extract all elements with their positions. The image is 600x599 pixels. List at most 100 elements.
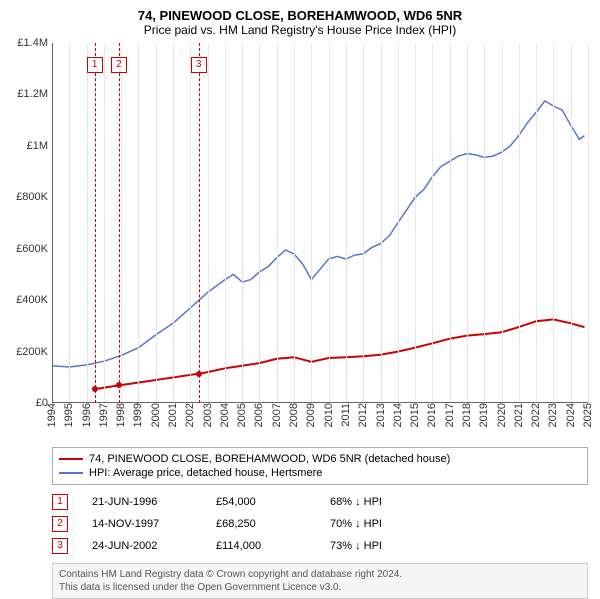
legend-swatch: [59, 472, 83, 474]
sale-price: £54,000: [216, 496, 306, 508]
gridline-v: [519, 43, 520, 403]
x-tick-label: 2004: [219, 403, 231, 427]
gridline-v: [311, 43, 312, 403]
sales-table: 121-JUN-1996£54,00068% ↓ HPI214-NOV-1997…: [52, 491, 588, 557]
x-tick-label: 2006: [253, 403, 265, 427]
gridline-v: [259, 43, 260, 403]
x-axis-labels: 1994199519961997199819992000200120022003…: [52, 403, 588, 441]
x-tick-label: 2005: [236, 403, 248, 427]
x-tick-label: 1995: [63, 403, 75, 427]
gridline-v: [381, 43, 382, 403]
sale-price: £68,250: [216, 518, 306, 530]
sale-row: 3 24-JUN-2002 £114,000 73% ↓ HPI: [52, 535, 588, 557]
x-tick-label: 2011: [340, 403, 352, 427]
legend: 74, PINEWOOD CLOSE, BOREHAMWOOD, WD6 5NR…: [52, 447, 588, 485]
gridline-v: [190, 43, 191, 403]
x-tick-label: 2000: [150, 403, 162, 427]
x-tick-label: 2025: [582, 403, 594, 427]
x-tick-label: 2009: [305, 403, 317, 427]
x-tick-label: 2013: [375, 403, 387, 427]
gridline-v: [329, 43, 330, 403]
x-tick-label: 2017: [444, 403, 456, 427]
sale-row-badge: 3: [52, 538, 68, 554]
sale-diff: 73% ↓ HPI: [330, 540, 420, 552]
series-property: [95, 319, 585, 389]
y-tick-label: £1.2M: [0, 88, 48, 100]
sale-marker-badge: 1: [87, 57, 103, 73]
sale-marker-dot: [92, 386, 98, 392]
gridline-v: [225, 43, 226, 403]
footer-attribution: Contains HM Land Registry data © Crown c…: [52, 563, 588, 599]
gridline-v: [502, 43, 503, 403]
x-tick-label: 1999: [132, 403, 144, 427]
legend-item: HPI: Average price, detached house, Hert…: [59, 466, 581, 480]
x-tick-label: 2023: [547, 403, 559, 427]
gridline-v: [553, 43, 554, 403]
legend-label: 74, PINEWOOD CLOSE, BOREHAMWOOD, WD6 5NR…: [89, 453, 450, 465]
sale-date: 14-NOV-1997: [92, 518, 192, 530]
y-tick-label: £1M: [0, 140, 48, 152]
y-tick-label: £600K: [0, 243, 48, 255]
y-tick-label: £0: [0, 397, 48, 409]
gridline-v: [156, 43, 157, 403]
sale-row: 121-JUN-1996£54,00068% ↓ HPI: [52, 491, 588, 513]
x-tick-label: 2007: [271, 403, 283, 427]
gridline-v: [346, 43, 347, 403]
sale-marker-line: [119, 43, 120, 403]
x-tick-label: 2012: [357, 403, 369, 427]
x-tick-label: 2018: [461, 403, 473, 427]
y-tick-label: £1.4M: [0, 37, 48, 49]
chart-title: 74, PINEWOOD CLOSE, BOREHAMWOOD, WD6 5NR: [0, 0, 600, 23]
sale-row-badge: 1: [52, 494, 68, 510]
gridline-v: [484, 43, 485, 403]
x-tick-label: 2001: [167, 403, 179, 427]
y-tick-label: £400K: [0, 294, 48, 306]
x-tick-label: 2020: [496, 403, 508, 427]
legend-item: 74, PINEWOOD CLOSE, BOREHAMWOOD, WD6 5NR…: [59, 452, 581, 466]
gridline-v: [363, 43, 364, 403]
x-tick-label: 2022: [530, 403, 542, 427]
x-tick-label: 1997: [98, 403, 110, 427]
gridline-v: [450, 43, 451, 403]
x-tick-label: 2019: [478, 403, 490, 427]
footer-line-1: Contains HM Land Registry data © Crown c…: [59, 568, 581, 581]
series-hpi: [52, 101, 585, 367]
gridline-v: [536, 43, 537, 403]
gridline-v: [138, 43, 139, 403]
sale-diff: 70% ↓ HPI: [330, 518, 420, 530]
sale-marker-dot: [116, 382, 122, 388]
x-tick-label: 2002: [184, 403, 196, 427]
sale-row-badge: 2: [52, 516, 68, 532]
legend-swatch: [59, 458, 83, 460]
x-tick-label: 2003: [202, 403, 214, 427]
x-tick-label: 2021: [513, 403, 525, 427]
gridline-v: [571, 43, 572, 403]
sale-row: 2 14-NOV-1997 £68,250 70% ↓ HPI: [52, 513, 588, 535]
sale-marker-line: [199, 43, 200, 403]
gridline-v: [87, 43, 88, 403]
sale-date: 24-JUN-2002: [92, 540, 192, 552]
gridline-v: [69, 43, 70, 403]
x-tick-label: 1996: [81, 403, 93, 427]
sale-marker-dot: [196, 371, 202, 377]
x-tick-label: 2008: [288, 403, 300, 427]
x-tick-label: 1998: [115, 403, 127, 427]
y-tick-label: £800K: [0, 191, 48, 203]
gridline-v: [467, 43, 468, 403]
x-tick-label: 2014: [392, 403, 404, 427]
sale-marker-line: [95, 43, 96, 403]
x-tick-label: 2010: [323, 403, 335, 427]
gridline-v: [588, 43, 589, 403]
sale-date: 21-JUN-1996: [92, 496, 192, 508]
chart-svg: [52, 43, 588, 403]
chart-container: 74, PINEWOOD CLOSE, BOREHAMWOOD, WD6 5NR…: [0, 0, 600, 590]
gridline-v: [208, 43, 209, 403]
x-tick-label: 2024: [565, 403, 577, 427]
sale-marker-badge: 3: [191, 57, 207, 73]
sale-marker-badge: 2: [111, 57, 127, 73]
x-tick-label: 2016: [426, 403, 438, 427]
gridline-v: [242, 43, 243, 403]
gridline-v: [173, 43, 174, 403]
sale-price: £114,000: [216, 540, 306, 552]
plot-area: 12 3: [52, 43, 588, 403]
